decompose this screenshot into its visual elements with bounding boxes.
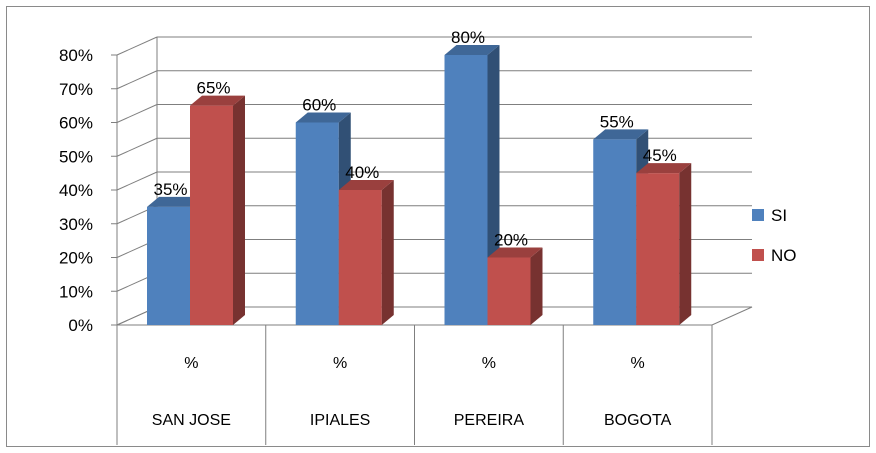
bar-top bbox=[636, 163, 692, 174]
data-label: 80% bbox=[451, 28, 485, 47]
gridline-diag bbox=[116, 104, 158, 123]
category-label: SAN JOSE bbox=[152, 412, 231, 429]
bar-top bbox=[593, 129, 649, 140]
y-tick-label: 30% bbox=[59, 215, 93, 234]
data-label: 20% bbox=[494, 231, 528, 250]
data-label: 45% bbox=[643, 146, 677, 165]
bar-chart: 0% 10% 20% 30% 40% 50% 60% 70% 80% 35% 65% 60% 40% 8… bbox=[59, 28, 797, 445]
data-label: 65% bbox=[196, 79, 230, 98]
bar-side bbox=[679, 163, 692, 325]
bar-top bbox=[295, 112, 351, 123]
legend-label-si: SI bbox=[771, 206, 787, 225]
bar-no-pereira bbox=[487, 247, 543, 325]
data-label: 40% bbox=[345, 163, 379, 182]
gridline-diag bbox=[116, 171, 158, 191]
gridline-diag bbox=[116, 36, 158, 56]
category-label: IPIALES bbox=[310, 412, 370, 429]
bars bbox=[147, 45, 692, 325]
bar-top bbox=[190, 95, 245, 106]
y-axis: 0% 10% 20% 30% 40% 50% 60% 70% 80% bbox=[59, 46, 117, 335]
data-labels: 35% 65% 60% 40% 80% 20% 55% 45% bbox=[153, 28, 676, 250]
bar-top bbox=[444, 45, 500, 55]
sub-category-label: % bbox=[631, 355, 645, 372]
bar-front bbox=[444, 55, 488, 325]
category-label: BOGOTA bbox=[604, 412, 672, 429]
gridline-diag bbox=[116, 137, 158, 157]
sub-category-label: % bbox=[482, 355, 496, 372]
category-table: % SAN JOSE% IPIALES% PEREIRA% BOGOTA bbox=[116, 325, 713, 445]
bar-top bbox=[338, 180, 394, 190]
legend-label-no: NO bbox=[771, 246, 797, 265]
bar-front bbox=[487, 257, 531, 325]
legend-swatch-si bbox=[752, 209, 764, 221]
data-label: 60% bbox=[302, 96, 336, 115]
bar-front bbox=[295, 122, 339, 325]
y-tick-label: 0% bbox=[68, 316, 93, 335]
bar-front bbox=[147, 206, 190, 325]
y-tick-label: 20% bbox=[59, 249, 93, 268]
legend-swatch-no bbox=[752, 249, 764, 261]
bar-front bbox=[338, 190, 382, 325]
data-label: 55% bbox=[600, 112, 634, 131]
category-label: PEREIRA bbox=[454, 412, 525, 429]
data-label: 35% bbox=[153, 180, 187, 199]
sub-category-label: % bbox=[184, 355, 198, 372]
bar-front bbox=[636, 173, 680, 325]
bar-no-san-jose bbox=[190, 95, 245, 325]
bar-front bbox=[190, 105, 233, 325]
sub-category-label: % bbox=[333, 355, 347, 372]
y-tick-label: 70% bbox=[59, 80, 93, 99]
bar-top bbox=[147, 196, 202, 207]
y-tick-label: 50% bbox=[59, 147, 93, 166]
y-tick-label: 40% bbox=[59, 181, 93, 200]
y-tick-label: 60% bbox=[59, 114, 93, 133]
chart-frame: 0% 10% 20% 30% 40% 50% 60% 70% 80% 35% 65% 60% 40% 8… bbox=[6, 6, 870, 447]
y-tick-label: 80% bbox=[59, 46, 93, 65]
bar-side bbox=[530, 247, 543, 325]
y-tick-label: 10% bbox=[59, 282, 93, 301]
bar-no-ipiales bbox=[338, 180, 394, 325]
legend: SI NO bbox=[752, 206, 797, 265]
bar-front bbox=[593, 139, 637, 325]
gridline-diag bbox=[116, 70, 158, 90]
bar-no-bogota bbox=[636, 163, 692, 325]
bar-top bbox=[487, 247, 543, 258]
bar-side bbox=[233, 95, 245, 325]
bar-side bbox=[381, 180, 394, 325]
